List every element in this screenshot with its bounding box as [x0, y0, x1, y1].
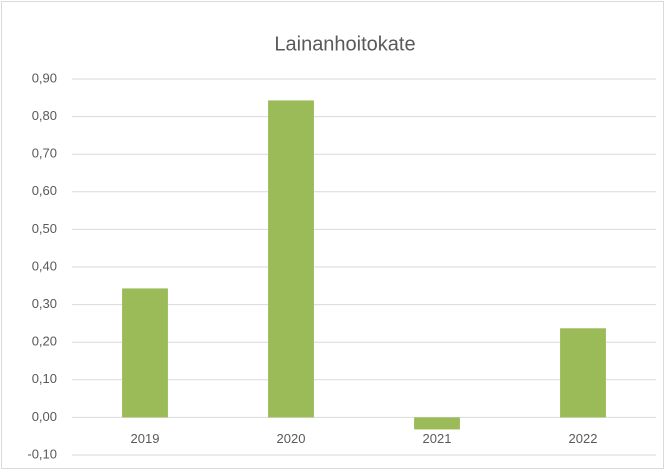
x-tick-label: 2022 [569, 431, 598, 446]
bar [268, 100, 314, 418]
x-tick-label: 2021 [423, 431, 452, 446]
y-tick-label: 0,40 [32, 258, 57, 273]
y-tick-label: 0,30 [32, 296, 57, 311]
y-tick-label: 0,80 [32, 108, 57, 123]
y-tick-label: -0,10 [27, 446, 57, 461]
bar [122, 288, 168, 418]
y-tick-label: 0,50 [32, 221, 57, 236]
chart-title: Lainanhoitokate [274, 33, 415, 55]
bar [414, 417, 460, 430]
y-tick-label: 0,70 [32, 146, 57, 161]
y-tick-label: 0,90 [32, 70, 57, 85]
y-tick-label: 0,60 [32, 183, 57, 198]
x-tick-label: 2020 [277, 431, 306, 446]
y-tick-label: 0,00 [32, 409, 57, 424]
y-tick-label: 0,20 [32, 334, 57, 349]
bar [560, 328, 606, 418]
y-tick-label: 0,10 [32, 371, 57, 386]
x-tick-label: 2019 [131, 431, 160, 446]
